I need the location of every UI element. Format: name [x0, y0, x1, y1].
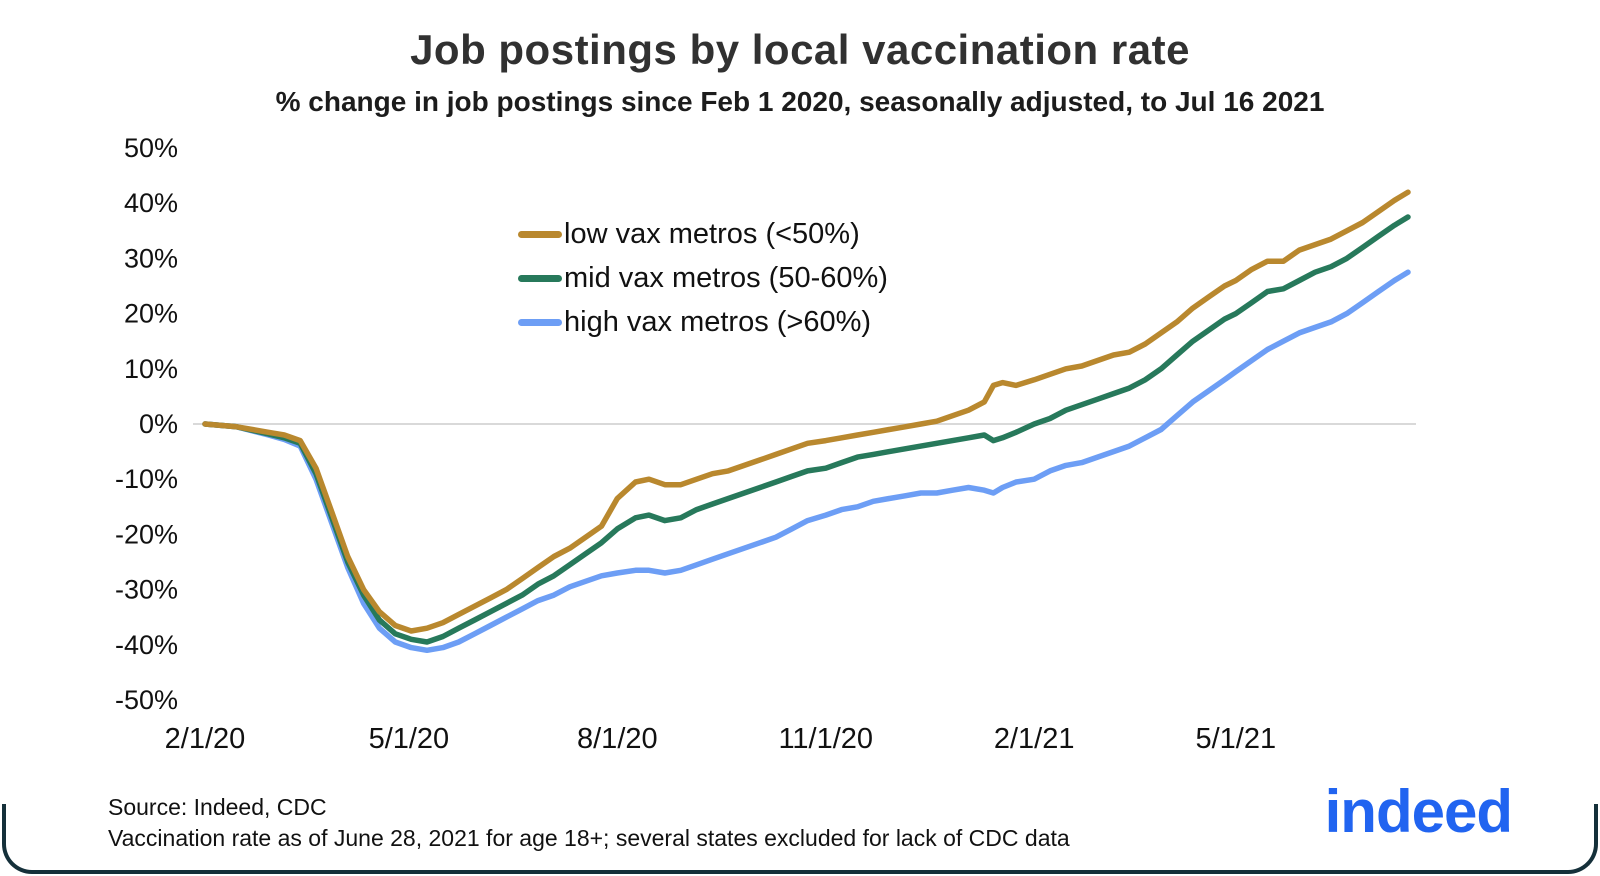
- chart-legend: low vax metros (<50%) mid vax metros (50…: [518, 212, 888, 344]
- legend-label-low-vax: low vax metros (<50%): [564, 217, 860, 250]
- legend-item-mid-vax: mid vax metros (50-60%): [518, 256, 888, 300]
- x-tick-label: 2/1/21: [994, 723, 1075, 755]
- legend-label-mid-vax: mid vax metros (50-60%): [564, 261, 888, 294]
- series-line-mid-vax: [202, 214, 1411, 645]
- legend-item-high-vax: high vax metros (>60%): [518, 300, 888, 344]
- chart-title: Job postings by local vaccination rate: [410, 26, 1190, 73]
- x-tick-label: 5/1/21: [1195, 723, 1276, 755]
- chart-subtitle: % change in job postings since Feb 1 202…: [275, 86, 1325, 117]
- y-tick-label: 20%: [124, 299, 178, 329]
- y-tick-label: -20%: [115, 519, 178, 549]
- x-tick-label: 11/1/20: [778, 723, 873, 755]
- source-note: Source: Indeed, CDC: [108, 794, 327, 820]
- series-line-low-vax: [202, 189, 1411, 634]
- x-tick-label: 2/1/20: [165, 723, 246, 755]
- legend-swatch-low-vax: [518, 230, 562, 238]
- y-tick-label: 30%: [124, 243, 178, 273]
- legend-swatch-high-vax: [518, 318, 562, 326]
- y-tick-label: 10%: [124, 354, 178, 384]
- x-tick-label: 5/1/20: [369, 723, 450, 755]
- y-tick-label: -30%: [115, 575, 178, 605]
- chart-footer: Source: Indeed, CDC Vaccination rate as …: [108, 792, 1070, 854]
- methodology-note: Vaccination rate as of June 28, 2021 for…: [108, 825, 1070, 851]
- y-tick-label: -50%: [115, 685, 178, 715]
- y-tick-label: 0%: [139, 409, 178, 439]
- legend-item-low-vax: low vax metros (<50%): [518, 212, 888, 256]
- legend-swatch-mid-vax: [518, 274, 562, 282]
- y-tick-label: 40%: [124, 188, 178, 218]
- y-tick-label: -10%: [115, 464, 178, 494]
- legend-label-high-vax: high vax metros (>60%): [564, 305, 872, 338]
- indeed-logo: indeed: [1324, 778, 1513, 845]
- y-tick-label: -40%: [115, 630, 178, 660]
- x-tick-label: 8/1/20: [577, 723, 658, 755]
- y-tick-label: 50%: [124, 133, 178, 163]
- series-line-high-vax: [202, 269, 1411, 654]
